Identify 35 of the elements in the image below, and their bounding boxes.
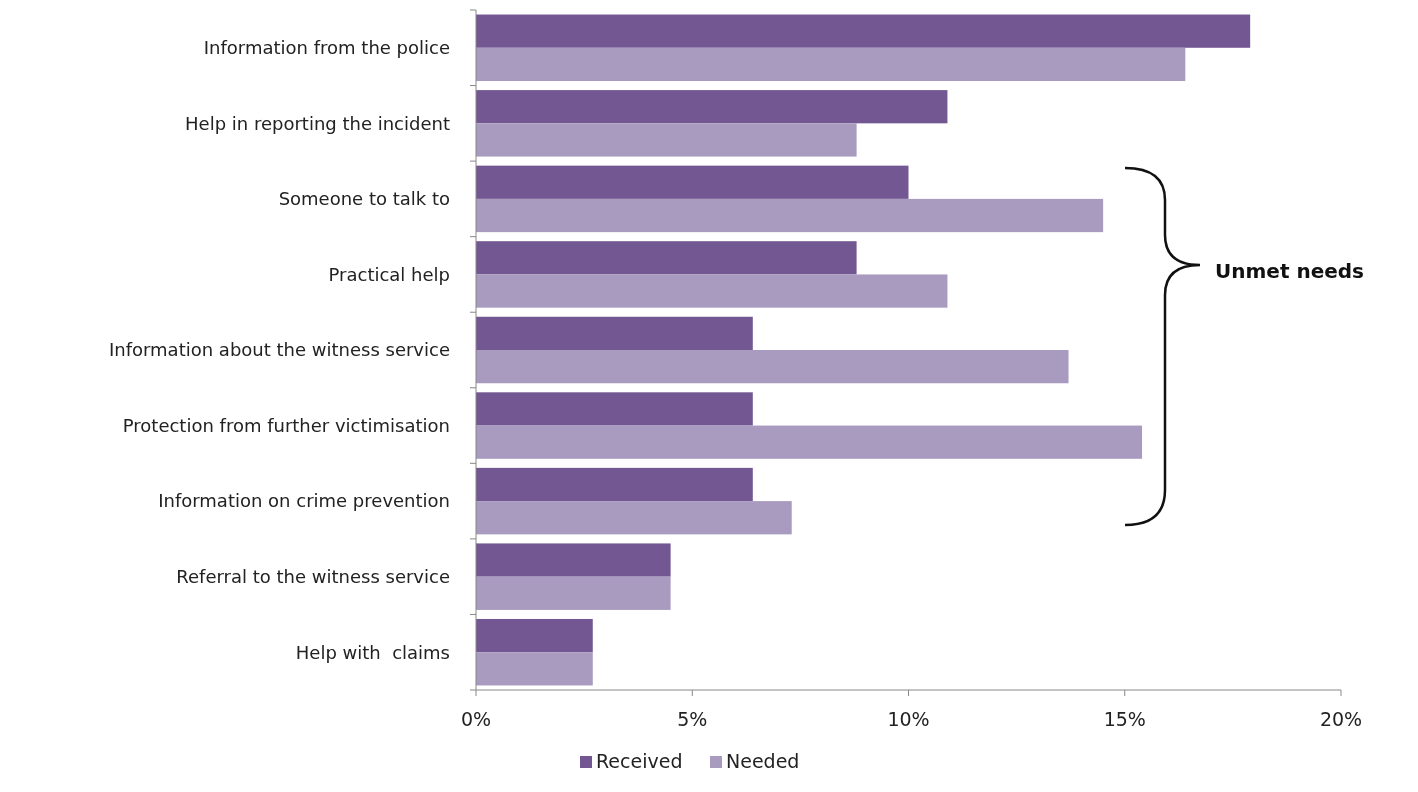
bar — [476, 123, 857, 157]
bar — [476, 350, 1069, 384]
y-tick-label: Information about the witness service — [108, 339, 450, 361]
bar — [476, 274, 948, 308]
bar — [476, 618, 593, 653]
bar — [476, 90, 948, 124]
x-tick-label: 5% — [677, 708, 708, 730]
bar — [476, 652, 593, 686]
bar — [476, 576, 671, 610]
y-tick-label: Someone to talk to — [278, 188, 450, 210]
legend-label: Needed — [726, 750, 800, 772]
x-tick-label: 10% — [887, 708, 930, 730]
bar — [476, 425, 1143, 459]
bar — [476, 467, 753, 502]
y-tick-label: Protection from further victimisation — [122, 414, 450, 436]
bar — [476, 47, 1186, 82]
x-tick-label: 20% — [1319, 708, 1363, 730]
bar — [476, 543, 671, 577]
x-tick-label: 0% — [460, 708, 492, 730]
y-tick-label: Referral to the witness service — [176, 565, 450, 587]
bar — [476, 316, 753, 350]
bar — [476, 501, 792, 535]
bar — [476, 165, 909, 199]
y-tick-label: Information on crime prevention — [158, 490, 450, 512]
y-tick-label: Information from the police — [203, 37, 450, 59]
bar — [476, 392, 753, 426]
x-tick-label: 15% — [1103, 708, 1146, 730]
bar — [476, 14, 1251, 48]
y-tick-label: Practical help — [328, 263, 450, 285]
y-tick-label: Help in reporting the incident — [185, 112, 450, 134]
bar — [476, 198, 1104, 233]
legend-label: Received — [596, 750, 683, 772]
y-tick-label: Help with claims — [295, 641, 450, 663]
annotation: Unmet needs — [1215, 259, 1364, 283]
bar — [476, 241, 857, 275]
